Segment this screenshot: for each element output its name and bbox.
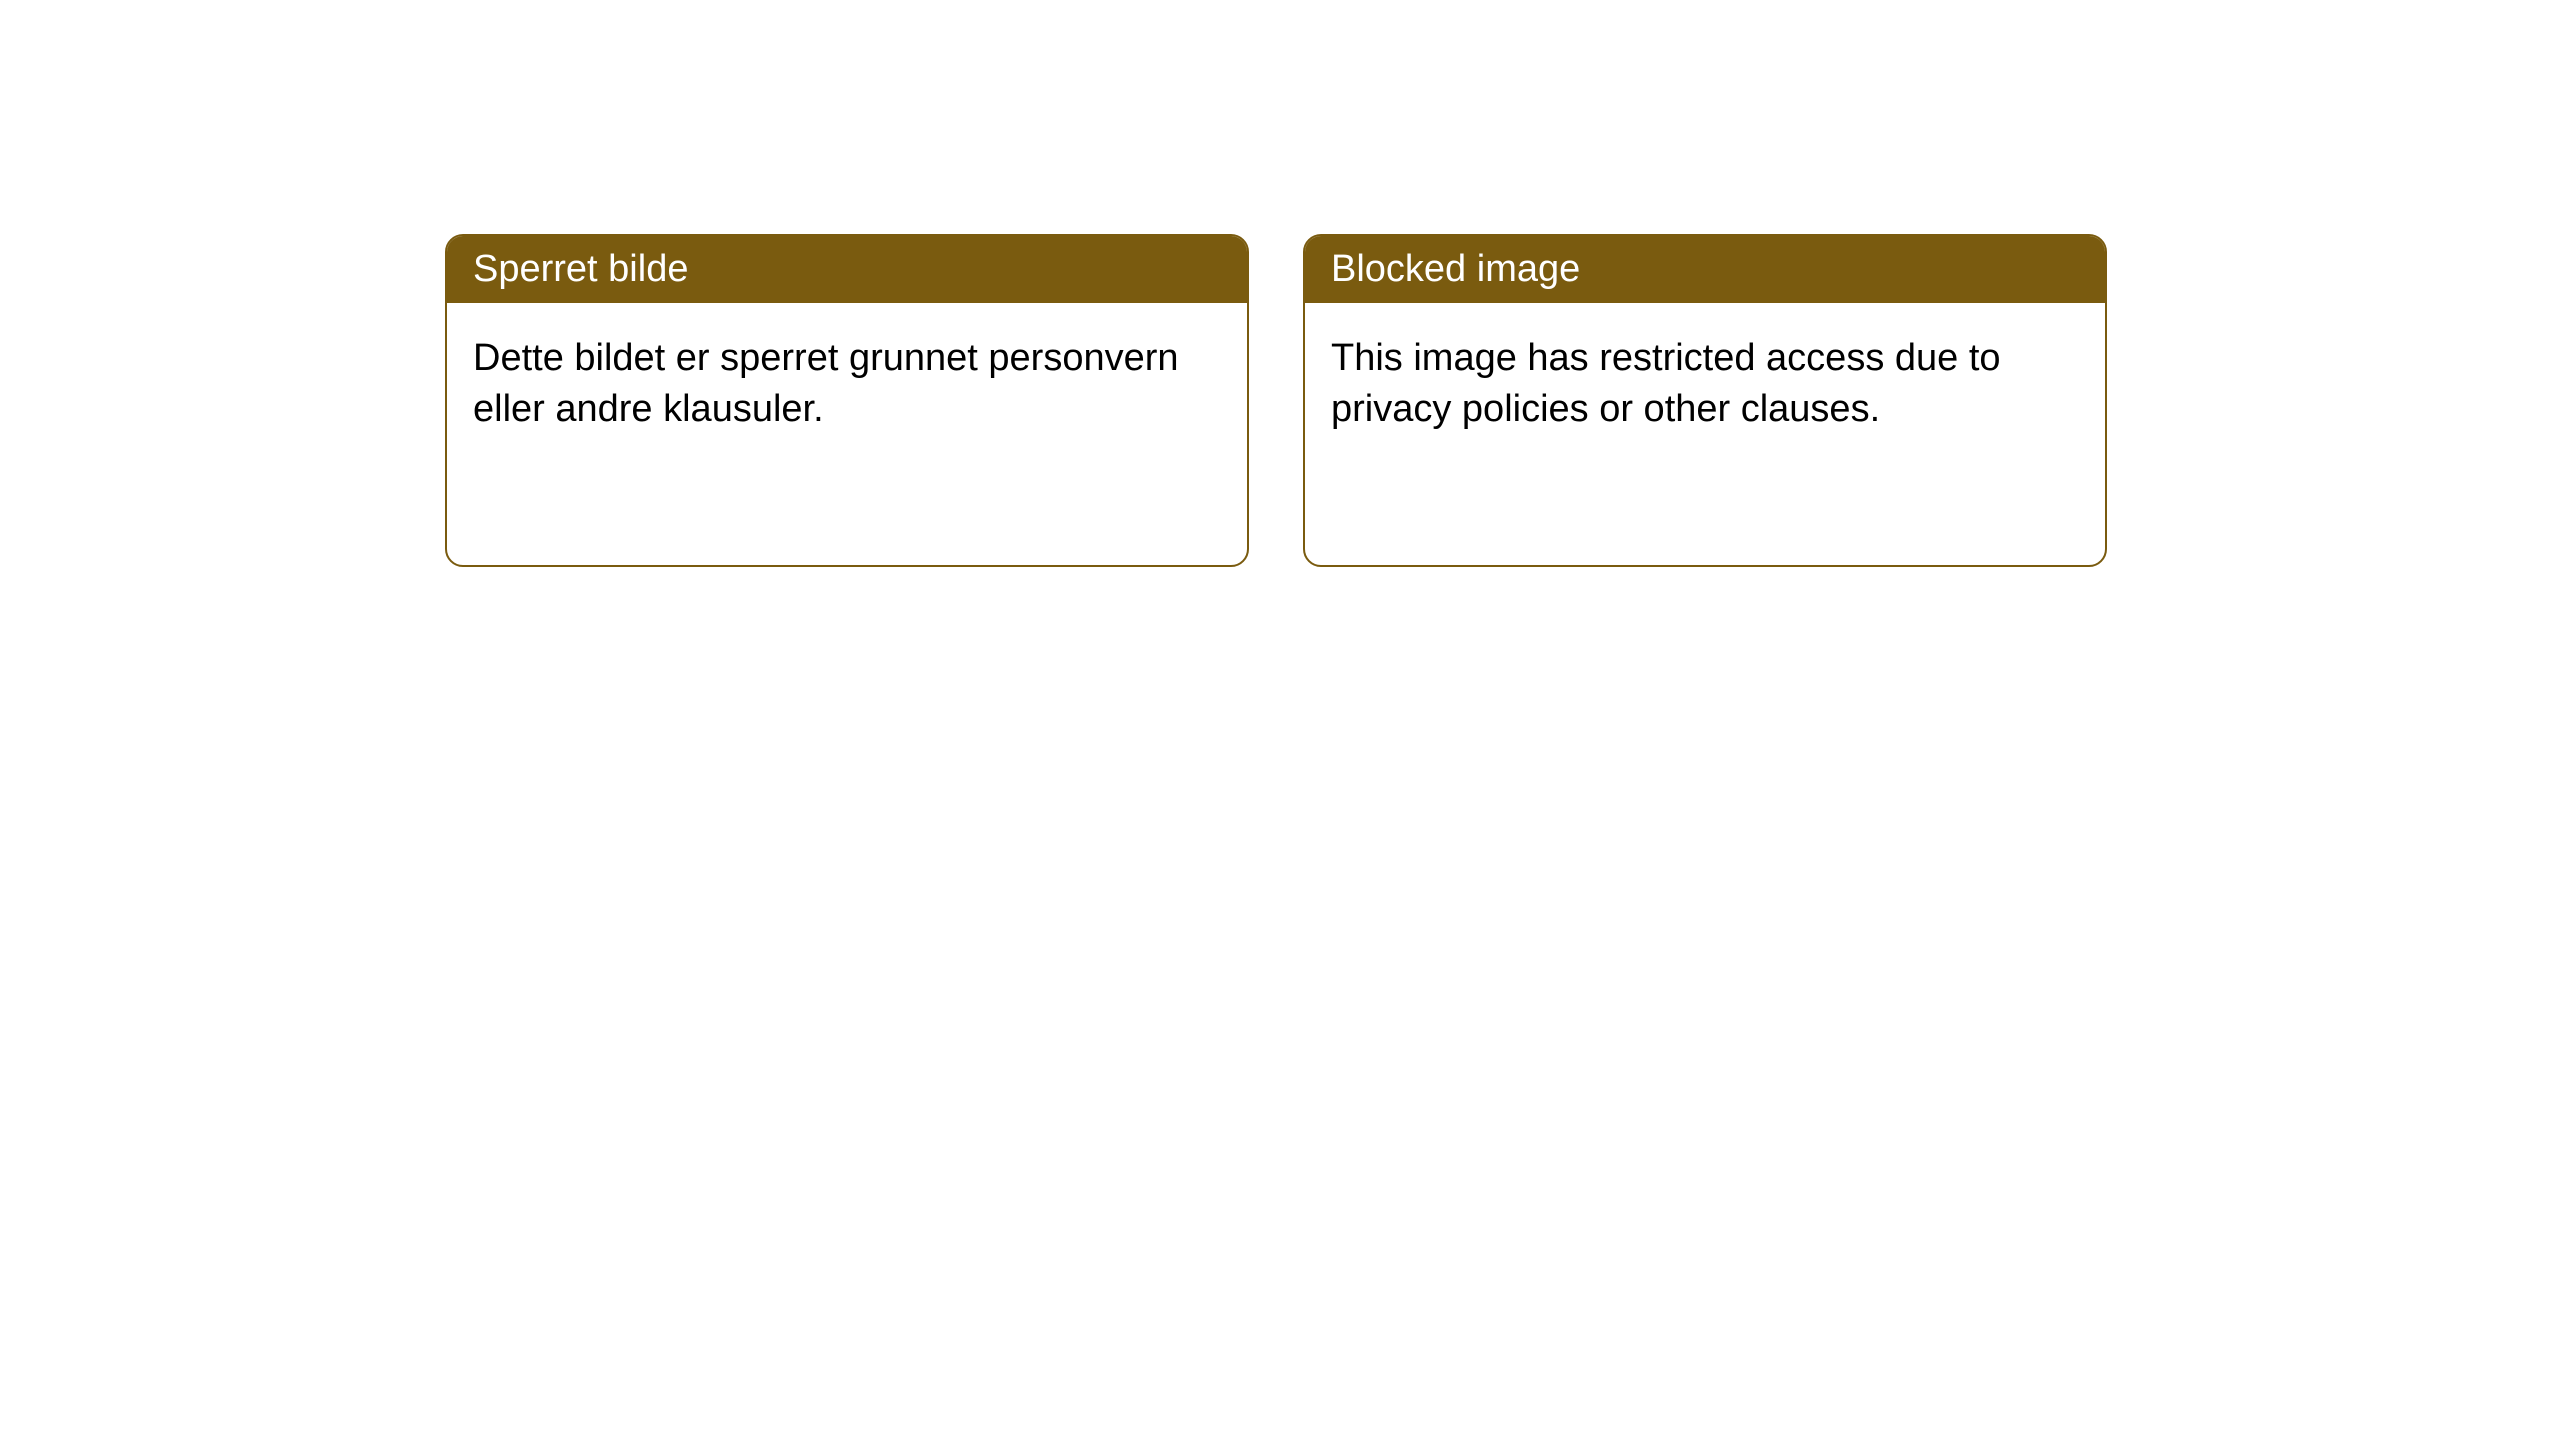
- notice-card-body: This image has restricted access due to …: [1305, 303, 2105, 466]
- notice-card-body: Dette bildet er sperret grunnet personve…: [447, 303, 1247, 466]
- notice-card-no: Sperret bilde Dette bildet er sperret gr…: [445, 234, 1249, 567]
- notice-card-title: Blocked image: [1305, 236, 2105, 303]
- notice-card-en: Blocked image This image has restricted …: [1303, 234, 2107, 567]
- notice-card-title: Sperret bilde: [447, 236, 1247, 303]
- notice-cards-container: Sperret bilde Dette bildet er sperret gr…: [445, 234, 2107, 567]
